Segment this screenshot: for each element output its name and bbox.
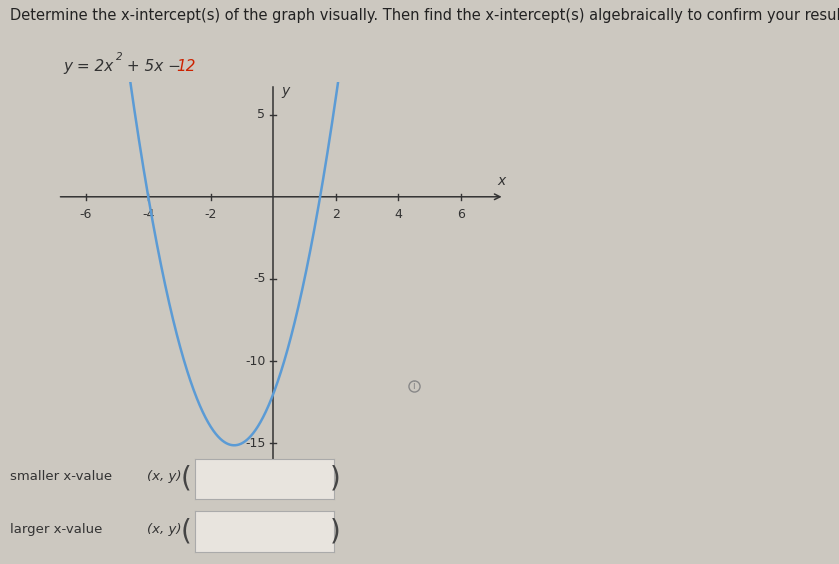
Text: 2: 2	[331, 208, 340, 221]
Text: ): )	[331, 517, 341, 545]
Text: (: (	[181, 517, 191, 545]
Text: -10: -10	[245, 355, 265, 368]
Text: smaller x-value: smaller x-value	[10, 470, 112, 483]
Text: (x, y): (x, y)	[147, 470, 181, 483]
Text: (: (	[181, 465, 191, 493]
Text: -4: -4	[142, 208, 154, 221]
Text: Determine the x-intercept(s) of the graph visually. Then find the x-intercept(s): Determine the x-intercept(s) of the grap…	[10, 8, 839, 24]
Text: y: y	[281, 84, 289, 98]
Text: 5: 5	[258, 108, 265, 121]
Text: 12: 12	[176, 59, 195, 74]
Text: (x, y): (x, y)	[147, 522, 181, 536]
Text: 2: 2	[116, 52, 122, 63]
Text: y = 2x: y = 2x	[63, 59, 113, 74]
Text: 4: 4	[394, 208, 402, 221]
Text: -15: -15	[245, 437, 265, 450]
Text: 6: 6	[456, 208, 465, 221]
Text: -5: -5	[253, 272, 265, 285]
Text: -2: -2	[205, 208, 217, 221]
Text: x: x	[498, 174, 505, 188]
Text: + 5x −: + 5x −	[122, 59, 186, 74]
Text: -6: -6	[80, 208, 92, 221]
Text: i: i	[413, 381, 415, 391]
Text: larger x-value: larger x-value	[10, 522, 102, 536]
Text: ): )	[331, 465, 341, 493]
